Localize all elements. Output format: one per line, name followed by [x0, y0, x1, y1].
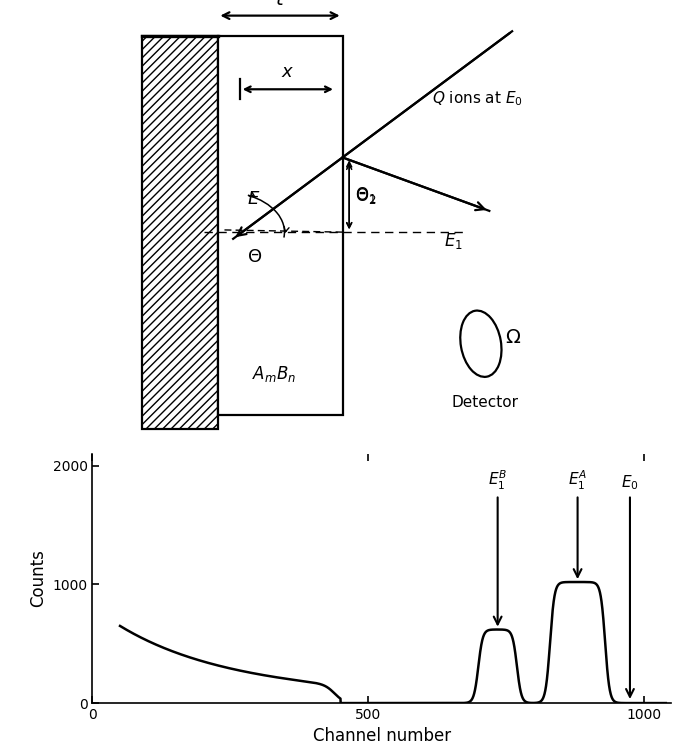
- Text: $Q$ ions at $E_0$: $Q$ ions at $E_0$: [432, 89, 523, 108]
- Y-axis label: Counts: Counts: [29, 550, 47, 607]
- X-axis label: Channel number: Channel number: [313, 728, 451, 744]
- Text: $E_1$: $E_1$: [444, 231, 463, 251]
- Text: $E_0$: $E_0$: [621, 473, 639, 697]
- Text: $\Theta$: $\Theta$: [247, 248, 262, 266]
- Bar: [218, 36, 342, 415]
- Text: $\Theta_1$: $\Theta_1$: [355, 185, 376, 205]
- Text: $E$: $E$: [247, 190, 260, 208]
- Ellipse shape: [460, 310, 501, 377]
- Text: $E_1^B$: $E_1^B$: [488, 469, 508, 624]
- Text: $E_1^A$: $E_1^A$: [568, 469, 587, 577]
- Text: Detector: Detector: [452, 395, 519, 410]
- Text: $A_mB_n$: $A_mB_n$: [251, 364, 296, 384]
- Text: $x$: $x$: [281, 63, 295, 81]
- Bar: [142, 36, 218, 429]
- Text: $\Omega$: $\Omega$: [506, 327, 521, 347]
- Text: $\Theta_2$: $\Theta_2$: [355, 186, 376, 206]
- Text: $t$: $t$: [275, 0, 285, 9]
